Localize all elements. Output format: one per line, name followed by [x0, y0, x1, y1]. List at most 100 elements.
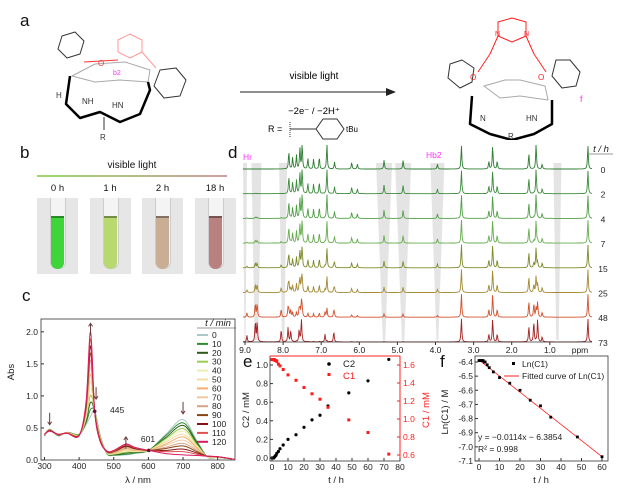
y-tick-label-f: -6.4	[458, 357, 473, 367]
legend-marker-c1	[327, 373, 331, 376]
arrow-icon	[123, 435, 129, 449]
r-definition: R =	[268, 124, 282, 134]
tube-label: 0 h	[50, 183, 65, 194]
highlight-band	[279, 163, 288, 340]
x-tick-label-e: 80	[395, 462, 405, 472]
nmr-spectrum-2	[243, 169, 593, 195]
legend-entry-fit: Fitted curve of Ln(C1)	[522, 371, 604, 381]
legend-entry: 110	[212, 428, 226, 438]
tube-solution	[208, 216, 222, 269]
y-tick-label-right-e: 1.4	[403, 378, 415, 388]
time-label-d: 48	[598, 313, 608, 323]
x-tick-label-f: 30	[536, 462, 546, 472]
highlight-band	[376, 163, 393, 340]
benzene-ring-right	[153, 67, 187, 99]
c2-point	[276, 449, 280, 454]
x-tick-label-c: 600	[141, 461, 155, 471]
y-tick-label-right-e: 0.6	[403, 450, 415, 460]
legend-entry: 50	[212, 375, 222, 385]
n-label-2a: N	[495, 31, 500, 38]
x-tick-label-d: 7.0	[315, 345, 327, 355]
y-axis-label-f: Ln(C1) / M	[440, 389, 451, 434]
ln-c1-point	[539, 404, 542, 408]
x-tick-label-d: 4.0	[430, 345, 442, 355]
x-tick-label-d: 1.0	[544, 345, 556, 355]
legend-entry: 90	[212, 410, 222, 420]
tbu-label: tBu	[346, 125, 358, 134]
hb2-label: Hb2	[426, 150, 442, 160]
x-axis-label-c: λ / nm	[125, 475, 151, 486]
legend-entry-ln: Ln(C1)	[522, 359, 548, 369]
c1-point	[294, 378, 298, 382]
panel-label-d: d	[228, 143, 238, 162]
legend-entry-c1: C1	[343, 371, 355, 382]
y-tick-label-f: -6.8	[458, 414, 473, 424]
x-tick-label-e: 20	[299, 462, 309, 472]
x-tick-label-e: 30	[315, 462, 325, 472]
arrowhead-icon	[386, 88, 396, 96]
x-tick-label-d: 2.0	[506, 345, 518, 355]
ln-c1-point	[487, 366, 491, 370]
x-tick-label-c: 500	[107, 461, 121, 471]
x-tick-label-c: 700	[176, 461, 190, 471]
x-tick-label-d: 3.0	[468, 345, 480, 355]
arrow-label-bottom: −2e⁻ / −2H⁺	[288, 106, 340, 117]
x-axis-label-e: t / h	[328, 475, 344, 486]
tube-solution	[51, 216, 64, 269]
uv-series-70	[44, 366, 236, 460]
tube-label: 18 h	[205, 183, 225, 194]
panel-label-e: e	[243, 352, 253, 371]
arrow-icon	[180, 401, 186, 415]
highlight-band	[243, 163, 247, 340]
oxygen-label-2a: O	[470, 73, 476, 82]
structure-2	[447, 17, 581, 140]
arrow-label-top: visible light	[290, 71, 339, 82]
uv-series-60	[44, 373, 236, 460]
x-axis-label-f: t / h	[533, 475, 549, 486]
y-tick-label-c: 1.0	[26, 391, 38, 401]
hf-label: f	[580, 94, 583, 104]
x-tick-label-d: 5.0	[391, 345, 403, 355]
y-tick-label-f: -6.6	[458, 385, 473, 395]
fit-equation: y = −0.0114x − 6.3854	[478, 432, 562, 442]
reaction-scheme: O b2 H NH HN R visible light −2e⁻ / −2H⁺…	[56, 17, 583, 140]
y-tick-label-right-e: 1.2	[403, 396, 415, 406]
tube-photo	[37, 198, 78, 274]
nmr-spectrum-4	[243, 194, 593, 219]
h-label: H	[56, 91, 62, 100]
legend-entry: 30	[212, 357, 222, 367]
tube-solution	[156, 216, 169, 269]
y-tick-label-c: 0.5	[26, 423, 38, 433]
legend-entry: 100	[212, 419, 226, 429]
panel-label-a: a	[20, 11, 30, 30]
hr-label: Hr	[243, 152, 252, 162]
x-tick-label-e: 50	[347, 462, 357, 472]
aryl-ring	[315, 118, 345, 140]
time-label-d: 15	[598, 264, 608, 274]
r-label-2: R	[508, 132, 514, 140]
nmr-spectrum-15	[242, 244, 593, 269]
structure-1	[57, 31, 187, 130]
arrow-icon	[88, 322, 93, 336]
c1-point	[286, 373, 290, 377]
tube-solution	[103, 216, 117, 269]
c2-point	[347, 391, 351, 395]
legend-title-c: t / min	[205, 318, 231, 329]
fit-r2: R² = 0.998	[478, 444, 518, 454]
ln-c1-point	[491, 370, 495, 374]
legend-title-d: t / h	[593, 144, 609, 155]
plot-frame-f	[474, 355, 609, 462]
ln-c1-point	[498, 376, 501, 379]
hn-label: HN	[112, 101, 124, 110]
x-tick-label-c: 800	[211, 461, 225, 471]
uv-series-120	[44, 331, 236, 460]
y-tick-label-f: -6.9	[458, 428, 473, 438]
x-tick-label-d: 8.0	[277, 345, 289, 355]
c2-point	[286, 437, 290, 441]
isosbestic-point	[92, 409, 97, 414]
hb2-label: b2	[113, 70, 121, 77]
fit-line	[478, 359, 603, 457]
c1-point	[278, 364, 282, 368]
x-tick-label-e: 0	[270, 462, 275, 472]
